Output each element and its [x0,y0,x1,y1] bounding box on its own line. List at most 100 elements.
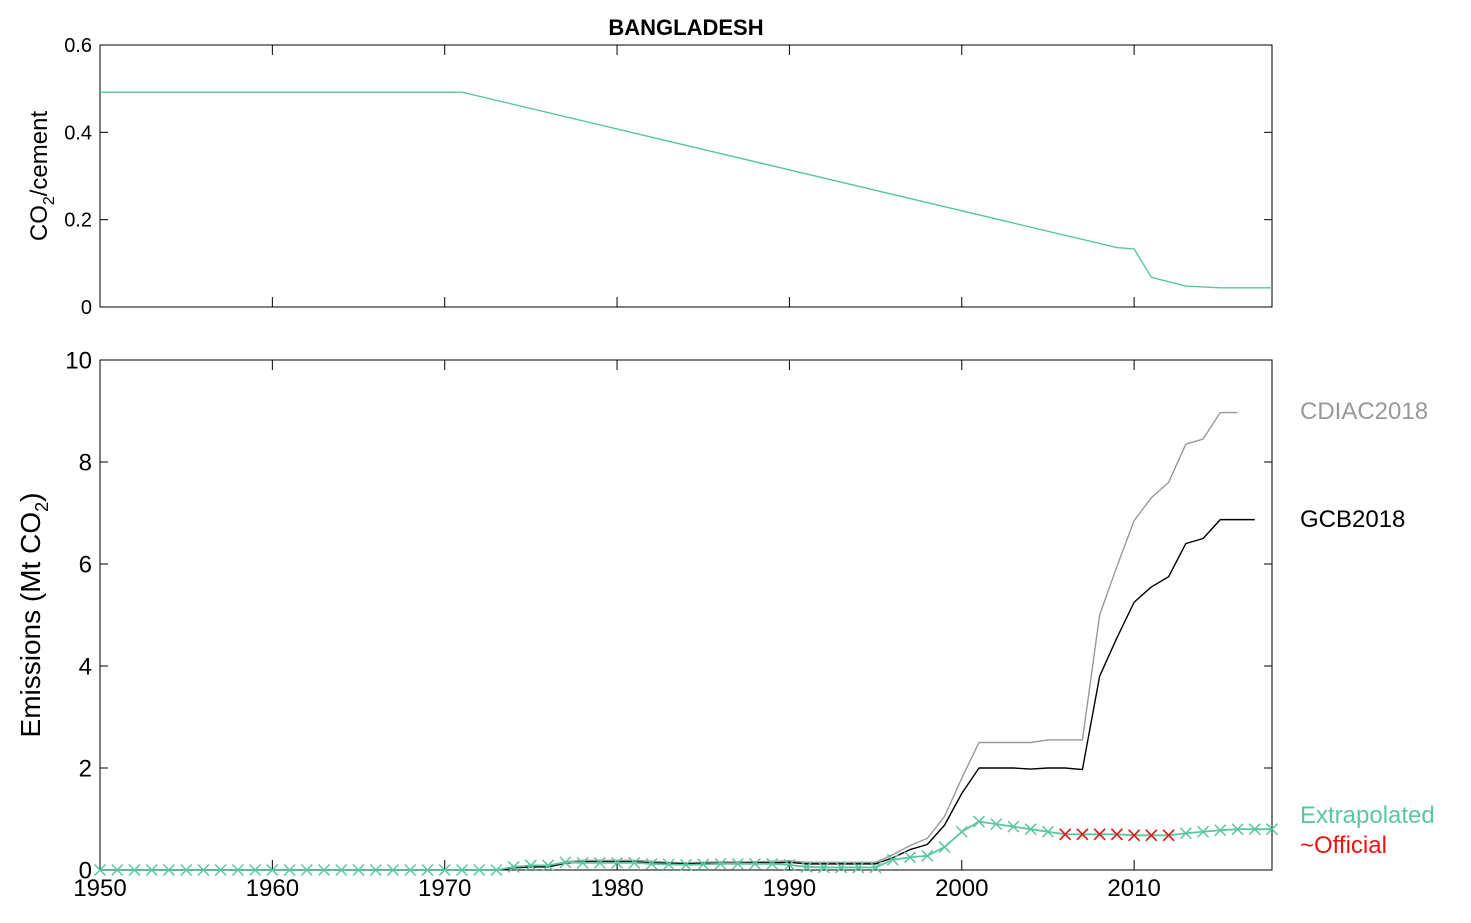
official-marker [1162,829,1175,842]
official-marker [1076,828,1089,841]
bottom-plot-frame [99,359,1273,871]
bottom-x-ticks: 1950 1960 1970 1980 1990 2000 2010 [73,360,1161,902]
bottom-y-tick-label: 8 [79,449,92,476]
extrapolated-marker [1265,823,1279,836]
extrapolated-marker [817,861,830,874]
extrapolated-marker [473,863,486,877]
extrapolated-marker [628,856,641,869]
extrapolated-marker [800,860,813,873]
extrapolated-marker [524,859,537,872]
official-marker [1110,828,1123,841]
official-marker [1093,828,1106,841]
extrapolated-marker [972,815,986,828]
extrapolated-marker [1024,823,1037,836]
extrapolated-marker [438,863,451,877]
official-marker [1128,829,1141,842]
extrapolated-marker [852,861,865,874]
extrapolated-marker [576,856,589,869]
top-y-axis-label: CO2/cement [26,111,58,242]
extrapolated-marker [231,863,244,877]
chart-title: BANGLADESH [608,15,763,40]
extrapolated-marker [921,849,934,862]
bottom-y-tick-labels: 0 2 4 6 8 10 [65,347,1272,884]
extrapolated-marker [128,863,141,877]
extrapolated-marker [318,863,331,877]
gcb2018-line [100,518,1255,871]
extrapolated-marker [1214,824,1227,837]
bottom-x-tick-label: 2010 [1107,875,1160,902]
legend-extrapolated: Extrapolated [1300,802,1435,829]
extrapolated-marker [731,857,744,870]
bottom-panel: 0 2 4 6 8 10 1950 1960 1970 1980 1990 2000 2010 Emi… [15,347,1435,902]
extrapolated-marker [1231,823,1244,836]
top-plot-frame [99,44,1273,308]
official-marker [1059,828,1072,841]
extrapolated-marker [783,858,796,871]
top-panel: BANGLADESH 0 0.2 0.4 0.6 CO2/cement [26,15,1273,319]
extrapolated-marker [679,858,693,871]
extrapolated-marker [335,863,348,877]
extrapolated-marker [611,856,624,869]
bottom-x-tick-label: 1980 [590,875,643,902]
extrapolated-marker [904,851,917,864]
bottom-y-tick-label: 6 [79,551,92,578]
top-y-tick-label: 0 [81,297,92,319]
bottom-x-tick-label: 1970 [418,875,471,902]
extrapolated-marker [490,863,503,877]
extrapolated-marker [714,857,727,870]
extrapolated-marker [1179,827,1192,840]
extrapolated-marker [955,825,968,838]
top-y-tick-label: 0.6 [64,35,92,57]
extrapolated-marker [214,863,227,877]
top-x-ticks [99,45,1135,307]
extrapolated-marker [697,858,710,871]
bottom-y-tick-label: 0 [79,857,92,884]
top-y-tick-labels: 0 0.2 0.4 0.6 [64,35,1272,319]
top-series [100,91,1272,289]
extrapolated-marker [990,818,1003,831]
extrapolated-marker [145,863,158,877]
extrapolated-marker [1007,820,1020,833]
bottom-y-tick-label: 10 [65,347,92,374]
bottom-x-tick-label: 1990 [763,875,816,902]
extrapolated-marker [93,863,107,877]
extrapolated-marker [507,860,520,873]
bottom-x-tick-label: 1960 [246,875,299,902]
extrapolated-marker [886,853,899,866]
extrapolated-marker [386,863,400,877]
extrapolated-marker [559,856,572,869]
bottom-x-tick-label: 2000 [935,875,988,902]
extrapolated-marker [766,857,779,870]
extrapolated-marker [1041,825,1054,838]
legend-cdiac2018: CDIAC2018 [1300,398,1428,425]
extrapolated-marker [662,858,675,871]
bottom-y-axis-label: Emissions (Mt CO2) [15,493,52,738]
extrapolated-marker [869,861,882,874]
cdiac2018-line [100,411,1238,871]
top-y-tick-label: 0.4 [64,122,92,144]
extrapolated-marker [111,863,124,877]
extrapolated-marker [300,863,313,877]
extrapolated-marker [283,863,296,877]
extrapolated-marker [645,857,658,870]
extrapolated-marker [938,841,951,854]
extrapolated-marker [542,859,555,872]
extrapolated-marker [180,863,193,877]
extrapolated-marker [1248,823,1261,836]
extrapolated-marker [1197,825,1210,838]
top-series-0-line [100,91,1272,289]
extrapolated-marker [249,863,262,877]
bottom-series [93,411,1279,877]
extrapolated-marker [369,863,382,877]
extrapolated-marker [404,863,417,877]
extrapolated-marker [352,863,365,877]
bottom-y-tick-label: 4 [79,653,92,680]
legend-official: ~Official [1300,832,1387,859]
top-y-tick-label: 0.2 [64,210,92,232]
extrapolated-marker [455,863,468,877]
extrapolated-marker [835,861,848,874]
extrapolated-marker [421,863,434,877]
extrapolated-marker [266,863,279,877]
bottom-y-tick-label: 2 [79,755,92,782]
